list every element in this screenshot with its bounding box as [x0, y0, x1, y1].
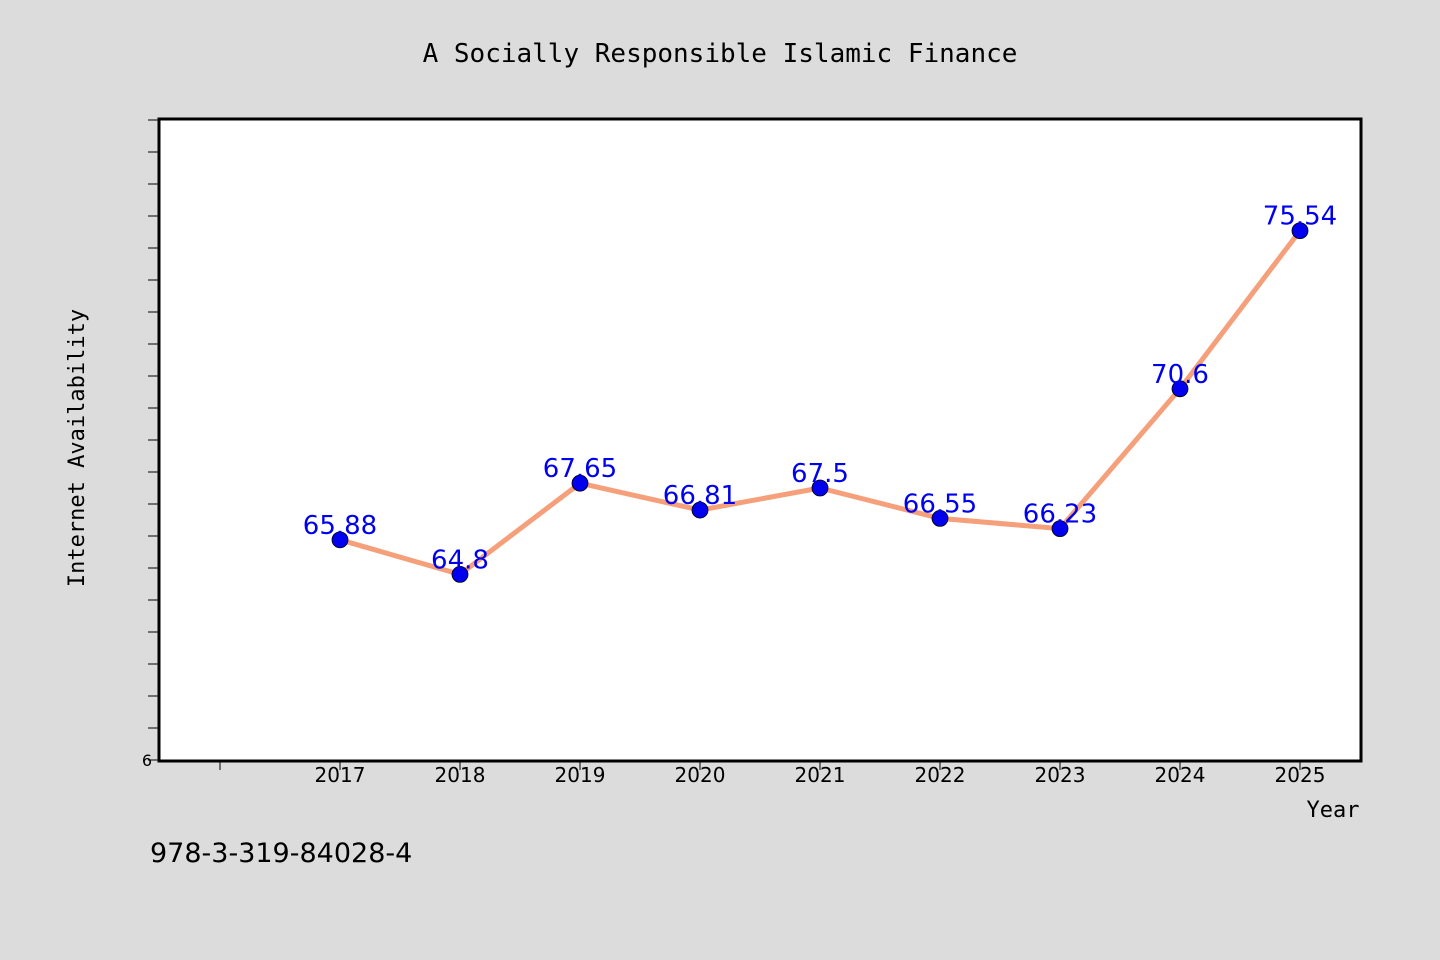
- x-tick-label-2022: 2022: [915, 763, 966, 787]
- data-point-2022: [931, 510, 949, 527]
- data-label-2023: 66.23: [1023, 500, 1097, 530]
- x-tick-label-2018: 2018: [435, 763, 486, 787]
- x-tick-label-2021: 2021: [795, 763, 846, 787]
- data-label-2022: 66.55: [903, 489, 977, 519]
- data-label-2018: 64.8: [431, 545, 489, 575]
- y-axis-label: Internet Availability: [65, 309, 90, 587]
- x-tick-label-2025: 2025: [1275, 763, 1326, 787]
- data-label-2025: 75.54: [1263, 202, 1337, 232]
- figure-caption: 978-3-319-84028-4: [150, 838, 412, 869]
- data-point-2023: [1051, 520, 1069, 538]
- data-point-2021: [811, 479, 829, 497]
- series-layer: 65.88 64.8 67.65 66.81 67.5 66.55 66.23 70.6 75.…: [303, 202, 1337, 583]
- chart-title: A Socially Responsible Islamic Finance: [423, 39, 1018, 69]
- y-axis: 6: [142, 119, 159, 770]
- x-tick-label-2024: 2024: [1155, 763, 1206, 787]
- y-tick-label-0: 6: [142, 751, 152, 770]
- data-point-2018: [451, 566, 469, 583]
- data-point-2024: [1171, 380, 1189, 398]
- x-axis: 2017 2018 2019 2020 2021 2022 2023 2024 2025: [219, 761, 1326, 787]
- data-label-2020: 66.81: [663, 481, 737, 511]
- data-point-2017: [331, 531, 349, 549]
- data-label-2021: 67.5: [791, 459, 849, 489]
- data-label-2017: 65.88: [303, 511, 377, 541]
- data-label-2024: 70.6: [1151, 360, 1209, 390]
- x-axis-label: Year: [1307, 798, 1360, 823]
- data-point-2019: [571, 474, 589, 492]
- data-point-2025: [1291, 222, 1309, 240]
- data-label-2019: 67.65: [543, 454, 617, 484]
- x-tick-label-2020: 2020: [675, 763, 726, 787]
- data-point-2020: [691, 501, 709, 519]
- x-tick-label-2017: 2017: [315, 763, 366, 787]
- plot-area: [157, 117, 1363, 763]
- x-tick-label-2023: 2023: [1035, 763, 1086, 787]
- x-tick-label-2019: 2019: [555, 763, 606, 787]
